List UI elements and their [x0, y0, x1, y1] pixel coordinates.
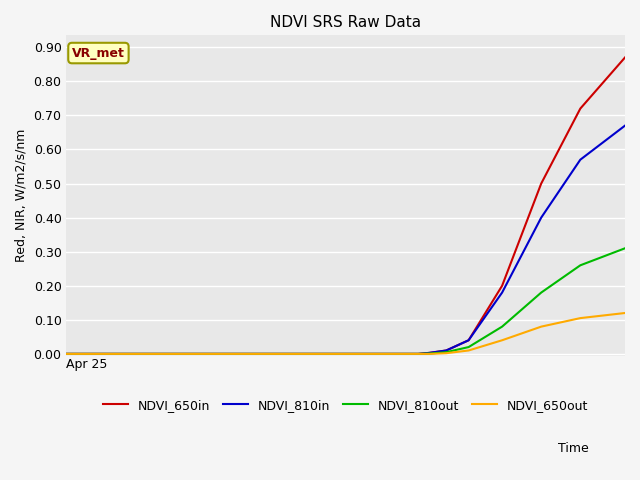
NDVI_650out [426, 351, 433, 357]
NDVI_810out [63, 351, 70, 357]
NDVI_650out [499, 337, 506, 343]
NDVI_650in [465, 337, 472, 343]
NDVI_810in [426, 350, 433, 356]
NDVI_650out [621, 310, 629, 316]
NDVI_650out [63, 351, 70, 357]
NDVI_810out [577, 263, 584, 268]
Line: NDVI_810out: NDVI_810out [67, 248, 625, 354]
NDVI_650out [415, 351, 422, 357]
NDVI_810in [499, 290, 506, 296]
NDVI_810in [63, 351, 70, 357]
NDVI_650in [426, 350, 433, 356]
NDVI_650out [465, 348, 472, 353]
NDVI_650in [63, 351, 70, 357]
NDVI_650out [538, 324, 545, 329]
Y-axis label: Red, NIR, W/m2/s/nm: Red, NIR, W/m2/s/nm [15, 129, 28, 262]
NDVI_810out [621, 245, 629, 251]
NDVI_650out [577, 315, 584, 321]
NDVI_810out [426, 351, 433, 357]
Text: Time: Time [558, 442, 589, 455]
NDVI_810out [499, 324, 506, 329]
NDVI_650in [538, 180, 545, 186]
NDVI_650in [415, 351, 422, 357]
NDVI_650out [442, 350, 450, 356]
NDVI_810in [621, 123, 629, 129]
NDVI_810out [538, 290, 545, 296]
Legend: NDVI_650in, NDVI_810in, NDVI_810out, NDVI_650out: NDVI_650in, NDVI_810in, NDVI_810out, NDV… [98, 394, 593, 417]
Line: NDVI_810in: NDVI_810in [67, 126, 625, 354]
Title: NDVI SRS Raw Data: NDVI SRS Raw Data [270, 15, 421, 30]
Line: NDVI_650in: NDVI_650in [67, 58, 625, 354]
NDVI_650in [577, 106, 584, 111]
NDVI_650in [442, 348, 450, 353]
NDVI_650in [499, 283, 506, 288]
NDVI_810out [415, 351, 422, 357]
NDVI_810in [538, 215, 545, 220]
Line: NDVI_650out: NDVI_650out [67, 313, 625, 354]
NDVI_810in [577, 157, 584, 163]
NDVI_810in [415, 351, 422, 357]
NDVI_650in [621, 55, 629, 60]
NDVI_810out [465, 344, 472, 350]
NDVI_810in [442, 348, 450, 353]
Text: VR_met: VR_met [72, 47, 125, 60]
NDVI_810in [465, 337, 472, 343]
NDVI_810out [442, 349, 450, 355]
